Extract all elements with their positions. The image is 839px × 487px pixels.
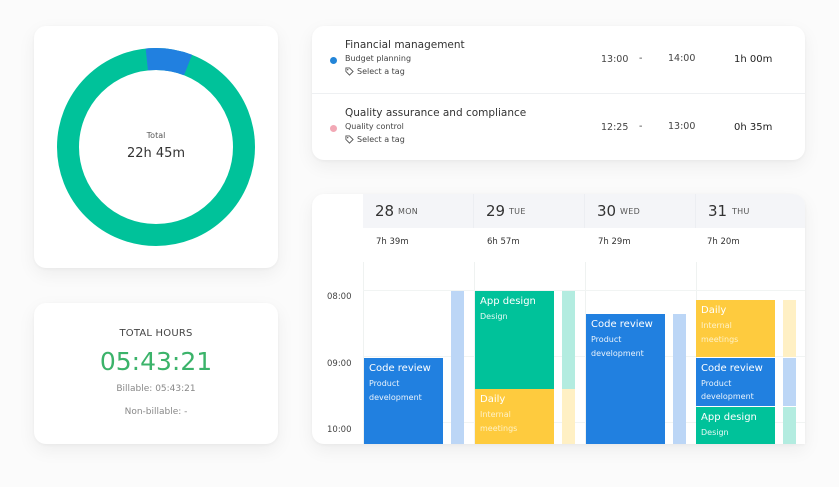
- time-separator: -: [639, 53, 643, 64]
- day-number: 31: [708, 202, 728, 220]
- event-title: App design: [480, 296, 536, 307]
- grid-row-line: [363, 422, 805, 423]
- tracked-time-bar: [673, 314, 686, 444]
- weekly-calendar: 28 MON 29 TUE 30 WED 31 THU 7h 39m 6h 57…: [312, 194, 805, 444]
- day-total-tue: 6h 57m: [487, 237, 520, 247]
- grid-row-line: [363, 356, 805, 357]
- event-code-review[interactable]: Code review Product development: [586, 314, 665, 444]
- donut-chart: [57, 48, 255, 247]
- event-project: Design: [701, 428, 729, 437]
- tag-icon: [345, 67, 354, 76]
- day-number: 29: [486, 202, 506, 220]
- event-title: Daily: [480, 394, 506, 405]
- event-title: App design: [701, 412, 757, 423]
- non-billable-hours: Non-billable: -: [124, 407, 188, 417]
- donut-total-value: 22h 45m: [126, 146, 186, 161]
- select-tag-label: Select a tag: [357, 135, 405, 144]
- event-project: Internal meetings: [480, 410, 518, 433]
- entry-description[interactable]: Quality assurance and compliance: [345, 107, 527, 119]
- time-label: 10:00: [327, 425, 352, 435]
- entry-end-time[interactable]: 13:00: [668, 121, 696, 132]
- entry-start-time[interactable]: 13:00: [601, 54, 629, 65]
- day-header-mon[interactable]: 28 MON: [363, 194, 474, 228]
- event-project: Internal meetings: [701, 321, 739, 344]
- total-hours-value: 05:43:21: [99, 347, 213, 376]
- time-entries-card: Financial management Budget planning Sel…: [312, 26, 805, 160]
- day-name: THU: [732, 207, 750, 216]
- tracked-time-bar: [451, 291, 464, 444]
- select-tag-button[interactable]: Select a tag: [345, 135, 405, 144]
- tag-icon: [345, 135, 354, 144]
- day-name: MON: [398, 207, 419, 216]
- event-title: Code review: [369, 363, 431, 374]
- donut-chart-card: Total 22h 45m: [34, 26, 278, 268]
- entry-duration[interactable]: 1h 00m: [734, 54, 773, 65]
- grid-row-line: [363, 290, 805, 291]
- total-hours-title: TOTAL HOURS: [119, 328, 193, 339]
- day-header-thu[interactable]: 31 THU: [696, 194, 805, 228]
- day-header-tue[interactable]: 29 TUE: [474, 194, 585, 228]
- entry-project[interactable]: Budget planning: [345, 54, 412, 63]
- event-project: Product development: [701, 379, 754, 401]
- day-name: TUE: [509, 207, 526, 216]
- event-daily[interactable]: Daily Internal meetings: [696, 300, 775, 357]
- event-daily[interactable]: Daily Internal meetings: [475, 389, 554, 444]
- time-entry[interactable]: Financial management Budget planning Sel…: [312, 26, 805, 93]
- grid-divider: [585, 262, 586, 444]
- entry-start-time[interactable]: 12:25: [601, 122, 629, 133]
- donut-segment-product: [57, 48, 255, 247]
- project-color-dot: [330, 125, 337, 132]
- tracked-time-bar: [783, 407, 796, 444]
- event-title: Daily: [701, 305, 727, 316]
- day-number: 30: [597, 202, 617, 220]
- total-hours-card: TOTAL HOURS 05:43:21 Billable: 05:43:21 …: [34, 303, 278, 444]
- time-label: 08:00: [327, 292, 352, 302]
- day-header-wed[interactable]: 30 WED: [585, 194, 696, 228]
- day-total-thu: 7h 20m: [707, 237, 740, 247]
- time-label: 09:00: [327, 359, 352, 369]
- day-number: 28: [375, 202, 395, 220]
- event-code-review[interactable]: Code review Product development: [364, 358, 443, 444]
- event-project: Product development: [591, 335, 644, 358]
- select-tag-button[interactable]: Select a tag: [345, 67, 405, 76]
- entry-duration[interactable]: 0h 35m: [734, 122, 773, 133]
- event-app-design[interactable]: App design Design: [696, 407, 775, 444]
- day-total-mon: 7h 39m: [376, 237, 409, 247]
- event-title: Code review: [591, 319, 653, 330]
- donut-total-label: Total: [146, 131, 166, 140]
- entry-end-time[interactable]: 14:00: [668, 53, 696, 64]
- event-project: Product development: [369, 379, 422, 402]
- event-title: Code review: [701, 363, 763, 374]
- day-name: WED: [620, 207, 641, 216]
- time-separator: -: [639, 121, 643, 132]
- time-entry[interactable]: Quality assurance and compliance Quality…: [312, 93, 805, 160]
- event-project: Design: [480, 312, 508, 321]
- tracked-time-bar: [783, 300, 796, 357]
- billable-hours: Billable: 05:43:21: [116, 384, 196, 394]
- select-tag-label: Select a tag: [357, 67, 405, 76]
- tracked-time-bar: [783, 358, 796, 406]
- entry-project[interactable]: Quality control: [345, 122, 404, 131]
- grid-divider: [474, 262, 475, 444]
- grid-divider: [363, 262, 364, 444]
- entry-description[interactable]: Financial management: [345, 39, 465, 51]
- project-color-dot: [330, 57, 337, 64]
- day-total-wed: 7h 29m: [598, 237, 631, 247]
- event-code-review[interactable]: Code review Product development: [696, 358, 775, 406]
- tracked-time-bar: [562, 291, 575, 389]
- event-app-design[interactable]: App design Design: [475, 291, 554, 389]
- tracked-time-bar: [562, 389, 575, 444]
